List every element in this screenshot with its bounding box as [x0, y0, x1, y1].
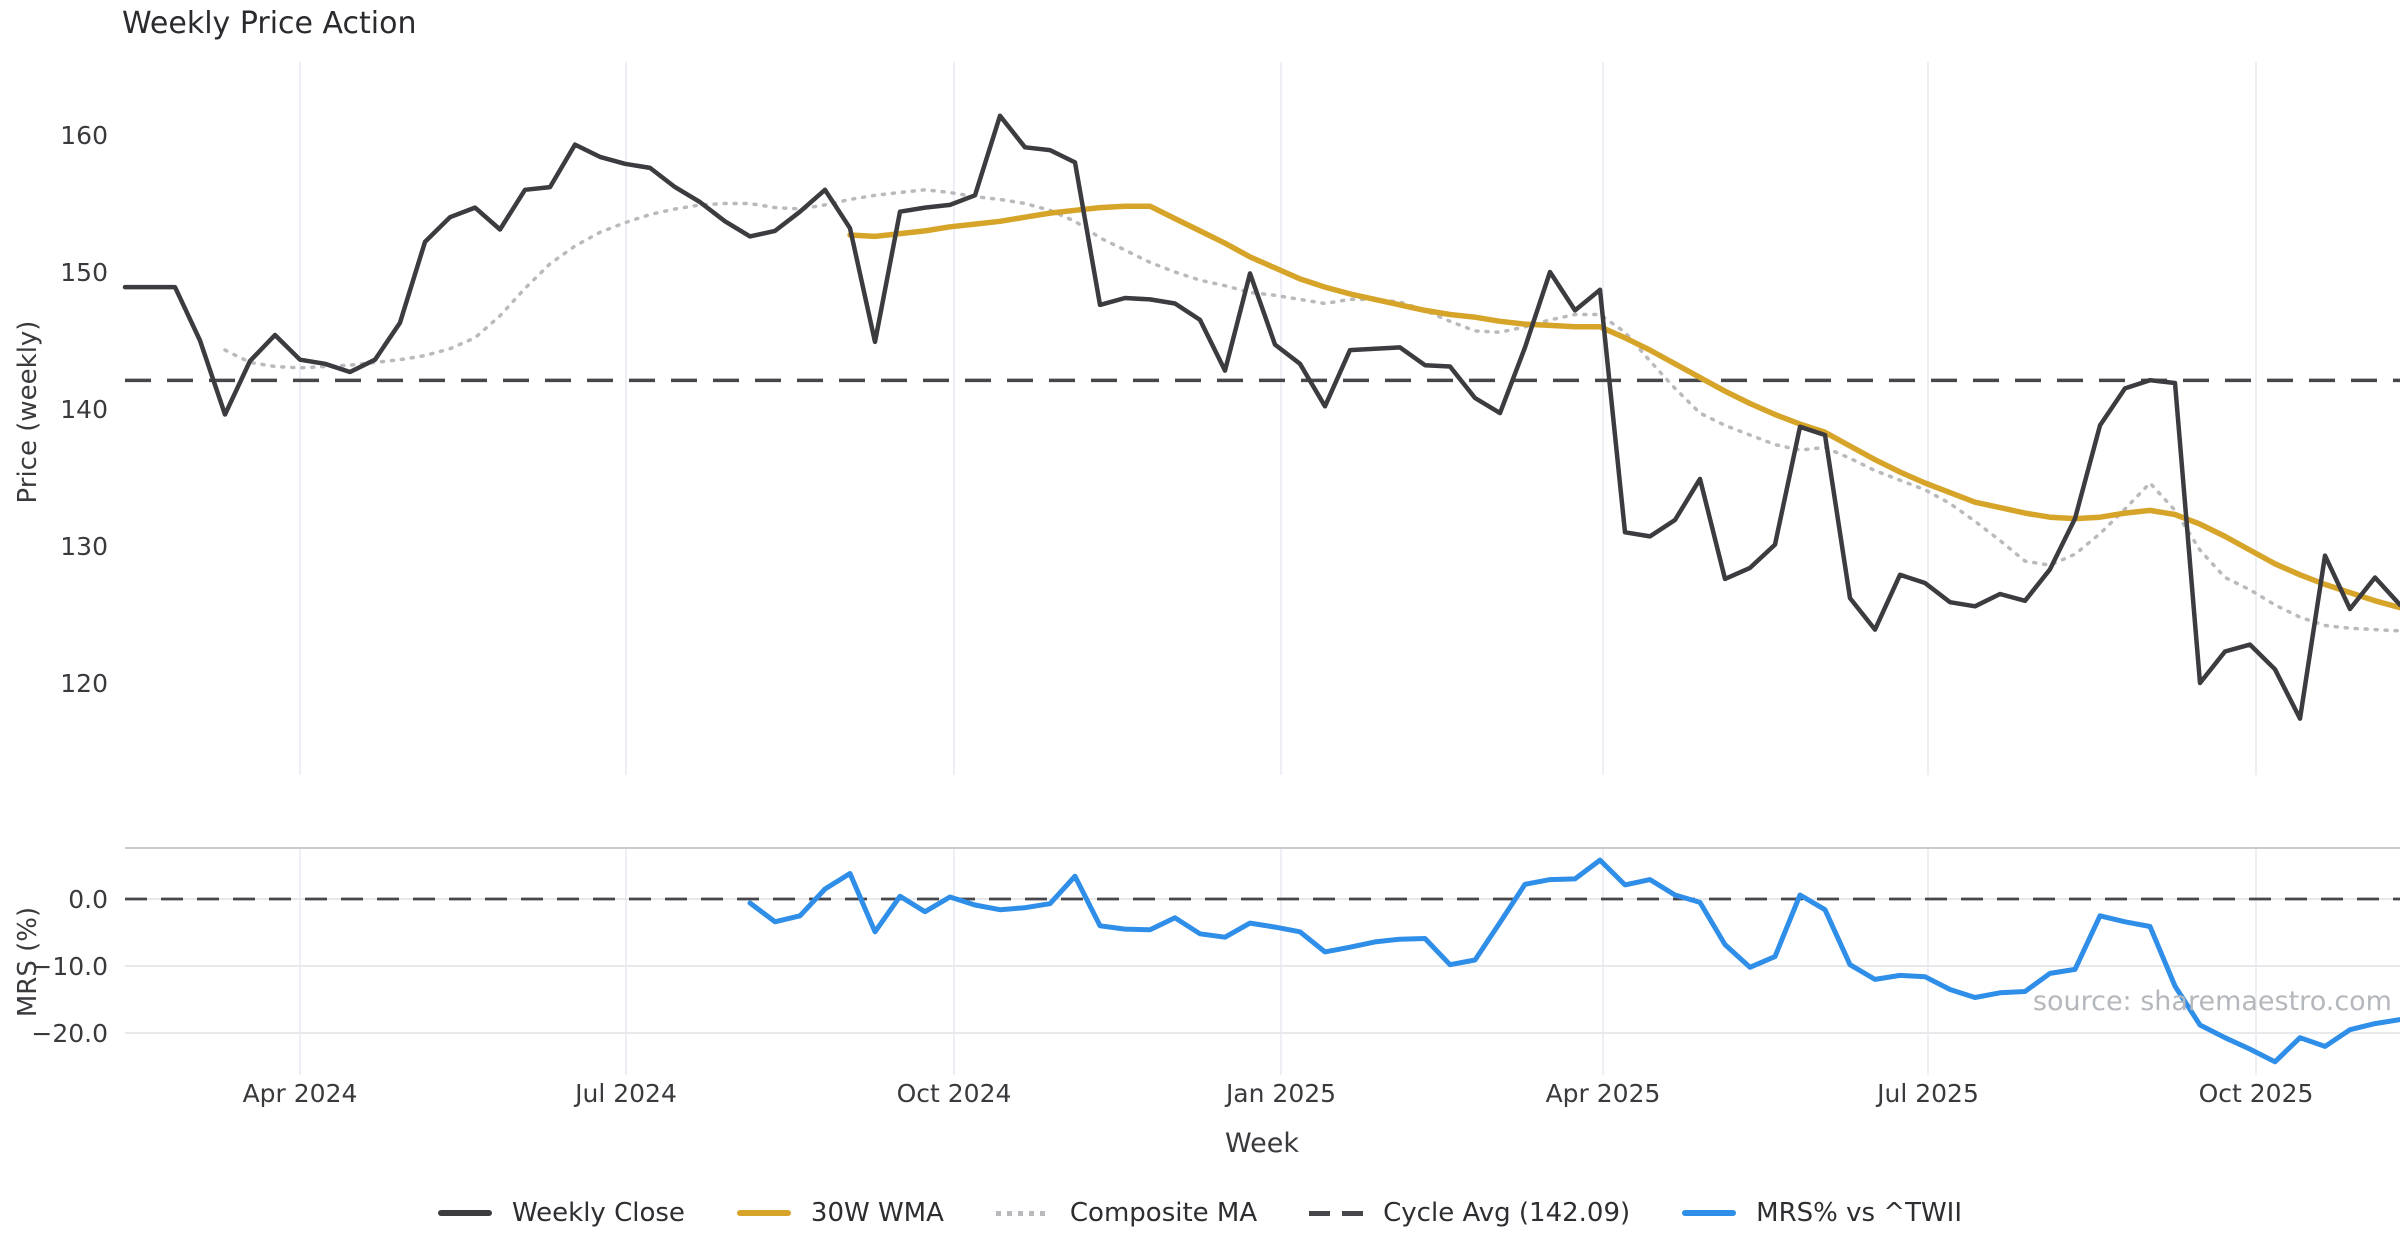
mrs-axis-label: MRS (%) [13, 907, 43, 1017]
series-mrs-vs-twii [747, 857, 2400, 1065]
legend-label: Weekly Close [511, 1198, 685, 1228]
series-weekly-close [122, 113, 2400, 721]
series-30w-wma [847, 203, 2400, 611]
legend-swatch-dashed-dark [1309, 1210, 1364, 1216]
legend-swatch-solid-dark [437, 1210, 492, 1216]
legend-item-mrs-vs-twii: MRS% vs ^TWII [1682, 1198, 1962, 1228]
price-tick-label: 160 [60, 121, 108, 150]
chart-title: Weekly Price Action [122, 6, 417, 41]
legend-item-cycle-avg-142-09-: Cycle Avg (142.09) [1309, 1198, 1630, 1228]
price-axis-label: Price (weekly) [13, 321, 43, 504]
price-tick-label: 150 [60, 258, 108, 287]
price-tick-label: 120 [60, 669, 108, 698]
mrs-tick-label: 0.0 [68, 885, 108, 914]
series-composite-ma [223, 188, 2400, 633]
x-axis-label: Week [1225, 1128, 1299, 1159]
mrs-tick-label: −10.0 [31, 952, 108, 981]
x-tick-label: Jul 2024 [573, 1079, 677, 1108]
mrs-tick-label: −20.0 [31, 1019, 108, 1048]
legend-label: MRS% vs ^TWII [1756, 1198, 1963, 1228]
legend-item-composite-ma: Composite MA [995, 1198, 1258, 1228]
legend-label: 30W WMA [810, 1198, 944, 1228]
x-tick-label: Apr 2025 [1546, 1079, 1661, 1108]
x-tick-label: Jan 2025 [1224, 1079, 1336, 1108]
price-tick-label: 140 [60, 395, 108, 424]
legend-swatch-dotted-gray [995, 1210, 1050, 1216]
legend-label: Cycle Avg (142.09) [1383, 1198, 1631, 1228]
legend-label: Composite MA [1069, 1198, 1258, 1228]
x-tick-label: Oct 2025 [2199, 1079, 2314, 1108]
legend-swatch-solid-blue [1682, 1210, 1737, 1216]
legend: Weekly Close 30W WMA Composite MA Cycle Avg… [0, 1186, 2400, 1240]
x-tick-label: Apr 2024 [243, 1079, 358, 1108]
price-tick-label: 130 [60, 532, 108, 561]
x-tick-label: Oct 2024 [897, 1079, 1012, 1108]
legend-swatch-solid-gold [736, 1210, 791, 1216]
x-tick-label: Jul 2025 [1875, 1079, 1979, 1108]
legend-item-weekly-close: Weekly Close [437, 1198, 685, 1228]
legend-item-30w-wma: 30W WMA [736, 1198, 944, 1228]
source-note: source: sharemaestro.com [2033, 986, 2392, 1017]
